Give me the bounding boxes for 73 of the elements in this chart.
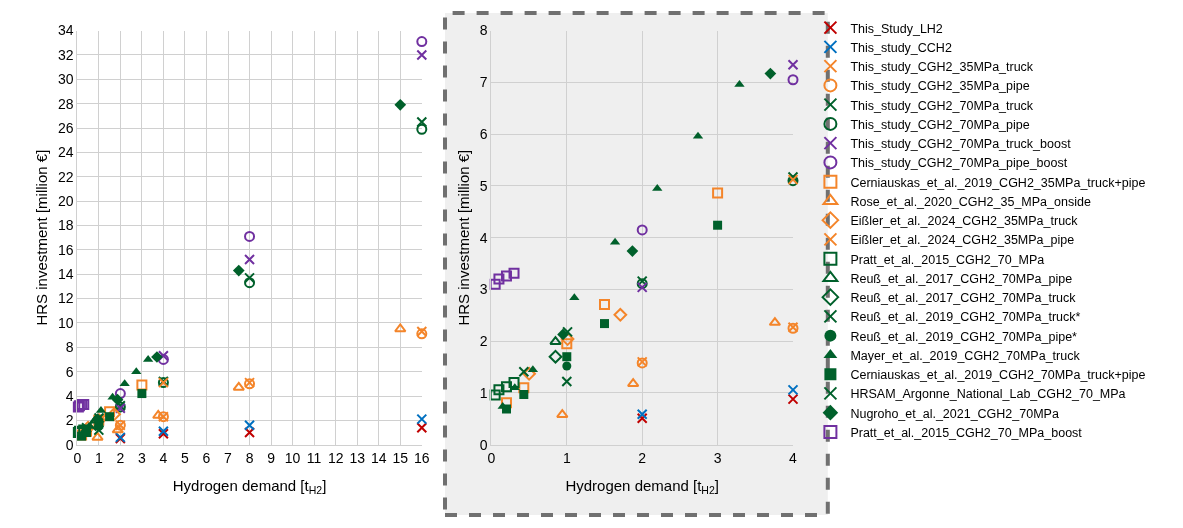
y-tick-label: 10	[57, 314, 74, 331]
x-tick-label: 16	[414, 449, 430, 466]
legend-label: Pratt_et_al._2015_CGH2_70_MPa_boost	[850, 425, 1083, 440]
x-tick-label: 3	[713, 449, 722, 466]
y-tick-label: 20	[57, 193, 74, 209]
y-tick-label: 6	[479, 126, 488, 143]
y-tick-label: 32	[57, 46, 74, 63]
y-tick-label: 2	[65, 412, 74, 429]
legend-label: This_Study_LH2	[850, 21, 943, 36]
x-tick-label: 10	[284, 449, 301, 466]
x-tick-label: 3	[137, 449, 146, 466]
x-tick-label: 7	[224, 449, 233, 466]
legend-label: This_study_CGH2_70MPa_pipe	[850, 117, 1030, 132]
legend-label: Rose_et_al._2020_CGH2_35_MPa_onside	[850, 194, 1091, 209]
x-tick-label: 4	[789, 449, 798, 466]
y-tick-label: 8	[65, 339, 74, 356]
legend-label: Eißler_et_al._2024_CGH2_35MPa_pipe	[850, 233, 1075, 248]
y-tick-label: 6	[65, 363, 74, 380]
y-tick-label: 14	[57, 266, 74, 283]
legend-label: This_study_CCH2	[850, 40, 952, 55]
legend-label: This_study_CGH2_70MPa_truck	[850, 98, 1034, 113]
y-tick-label: 22	[57, 168, 74, 185]
y-tick-label: 34	[57, 22, 74, 39]
y-tick-label: 0	[479, 436, 488, 453]
legend-label: This_study_CGH2_35MPa_truck	[850, 60, 1034, 74]
y-tick-label: 8	[479, 22, 488, 39]
y-tick-label: 18	[57, 217, 74, 234]
y-tick-label: 5	[479, 177, 488, 194]
legend-label: Reuß_et_al._2019_CGH2_70MPa_truck*	[850, 310, 1081, 325]
x-axis-title: Hydrogen demand [t$_{H2}$]	[172, 476, 327, 496]
x-tick-label: 2	[638, 449, 647, 466]
y-tick-label: 24	[57, 144, 74, 161]
y-axis-title: HRS investment [million €]	[33, 149, 51, 326]
y-tick-label: 30	[57, 71, 74, 88]
y-tick-label: 3	[479, 281, 488, 298]
x-tick-label: 1	[94, 449, 103, 466]
x-tick-label: 13	[349, 449, 366, 466]
y-axis-title: HRS investment [million €]	[455, 149, 473, 326]
y-tick-label: 2	[479, 333, 488, 350]
x-tick-label: 2	[116, 449, 125, 466]
legend-label: Reuß_et_al._2019_CGH2_70MPa_pipe*	[850, 329, 1078, 344]
y-tick-label: 4	[479, 229, 488, 246]
x-tick-label: 12	[327, 449, 344, 466]
y-tick-label: 4	[65, 387, 74, 404]
y-tick-label: 7	[479, 74, 488, 91]
legend-label: HRSAM_Argonne_National_Lab_CGH2_70_MPa	[850, 387, 1126, 402]
legend-label: This_study_CGH2_35MPa_pipe	[850, 79, 1030, 94]
x-tick-label: 9	[267, 449, 276, 466]
x-tick-label: 15	[392, 449, 409, 466]
legend-label: Cerniauskas_et_al._2019_CGH2_70MPa_truck+pipe	[850, 368, 1146, 382]
x-tick-label: 8	[245, 449, 254, 466]
x-tick-label: 11	[306, 449, 322, 466]
legend-label: Eißler_et_al._2024_CGH2_35MPa_truck	[850, 214, 1079, 228]
y-tick-label: 26	[57, 119, 74, 136]
x-tick-label: 1	[562, 449, 571, 466]
legend-label: Reuß_et_al._2017_CGH2_70MPa_truck	[850, 291, 1077, 305]
y-tick-label: 16	[57, 241, 74, 258]
x-tick-label: 4	[159, 449, 168, 466]
x-tick-label: 14	[370, 449, 387, 466]
legend-label: Mayer_et_al._2019_CGH2_70MPa_truck	[850, 348, 1081, 363]
y-tick-label: 12	[57, 290, 74, 307]
y-tick-label: 28	[57, 95, 74, 112]
x-tick-label: 5	[181, 449, 190, 466]
y-tick-label: 0	[65, 436, 74, 453]
legend-label: Reuß_et_al._2017_CGH2_70MPa_pipe	[850, 271, 1073, 286]
legend-label: Pratt_et_al._2015_CGH2_70_MPa	[850, 252, 1045, 267]
x-tick-label: 6	[202, 449, 211, 466]
legend-label: Cerniauskas_et_al._2019_CGH2_35MPa_truck+pipe	[850, 175, 1146, 190]
y-tick-label: 1	[479, 384, 488, 401]
legend-label: This_study_CGH2_70MPa_pipe_boost	[850, 156, 1068, 171]
x-axis-title: Hydrogen demand [t$_{H2}$]	[565, 476, 719, 496]
legend-label: Nugroho_et_al._2021_CGH2_70MPa	[850, 406, 1059, 421]
legend-label: This_study_CGH2_70MPa_truck_boost	[850, 137, 1072, 151]
